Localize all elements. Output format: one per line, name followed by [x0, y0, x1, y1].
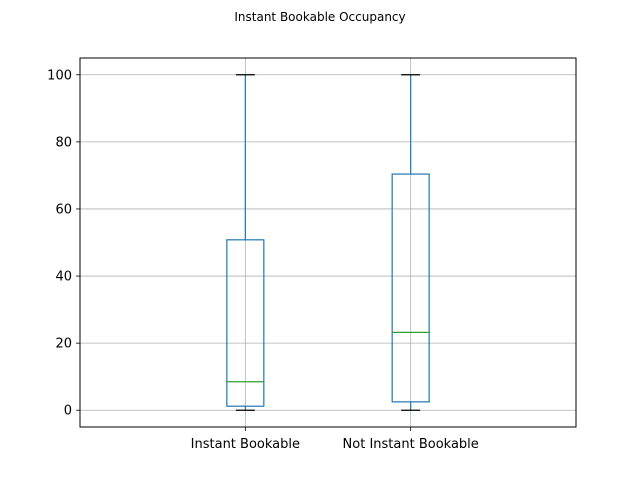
y-tick-label: 0: [64, 404, 72, 419]
y-tick-label: 20: [55, 337, 72, 352]
box-group: [226, 74, 265, 411]
plot-frame: [79, 57, 577, 428]
iqr-box: [391, 173, 430, 403]
grid-lines: [80, 58, 576, 427]
y-tick-label: 60: [55, 202, 72, 217]
y-tick-label: 80: [55, 135, 72, 150]
y-tick-label: 40: [55, 270, 72, 285]
y-tick-label: 100: [47, 68, 72, 83]
chart-title: Instant Bookable Occupancy: [234, 10, 405, 24]
x-tick-label: Instant Bookable: [191, 437, 300, 452]
box-layer: [226, 74, 430, 411]
box-group: [391, 74, 430, 411]
x-axis: Instant Bookable Not Instant Bookable: [191, 427, 479, 452]
y-axis: 0 20 40 60 80 100: [47, 68, 80, 419]
iqr-box: [226, 239, 265, 407]
x-tick-label: Not Instant Bookable: [343, 437, 479, 452]
